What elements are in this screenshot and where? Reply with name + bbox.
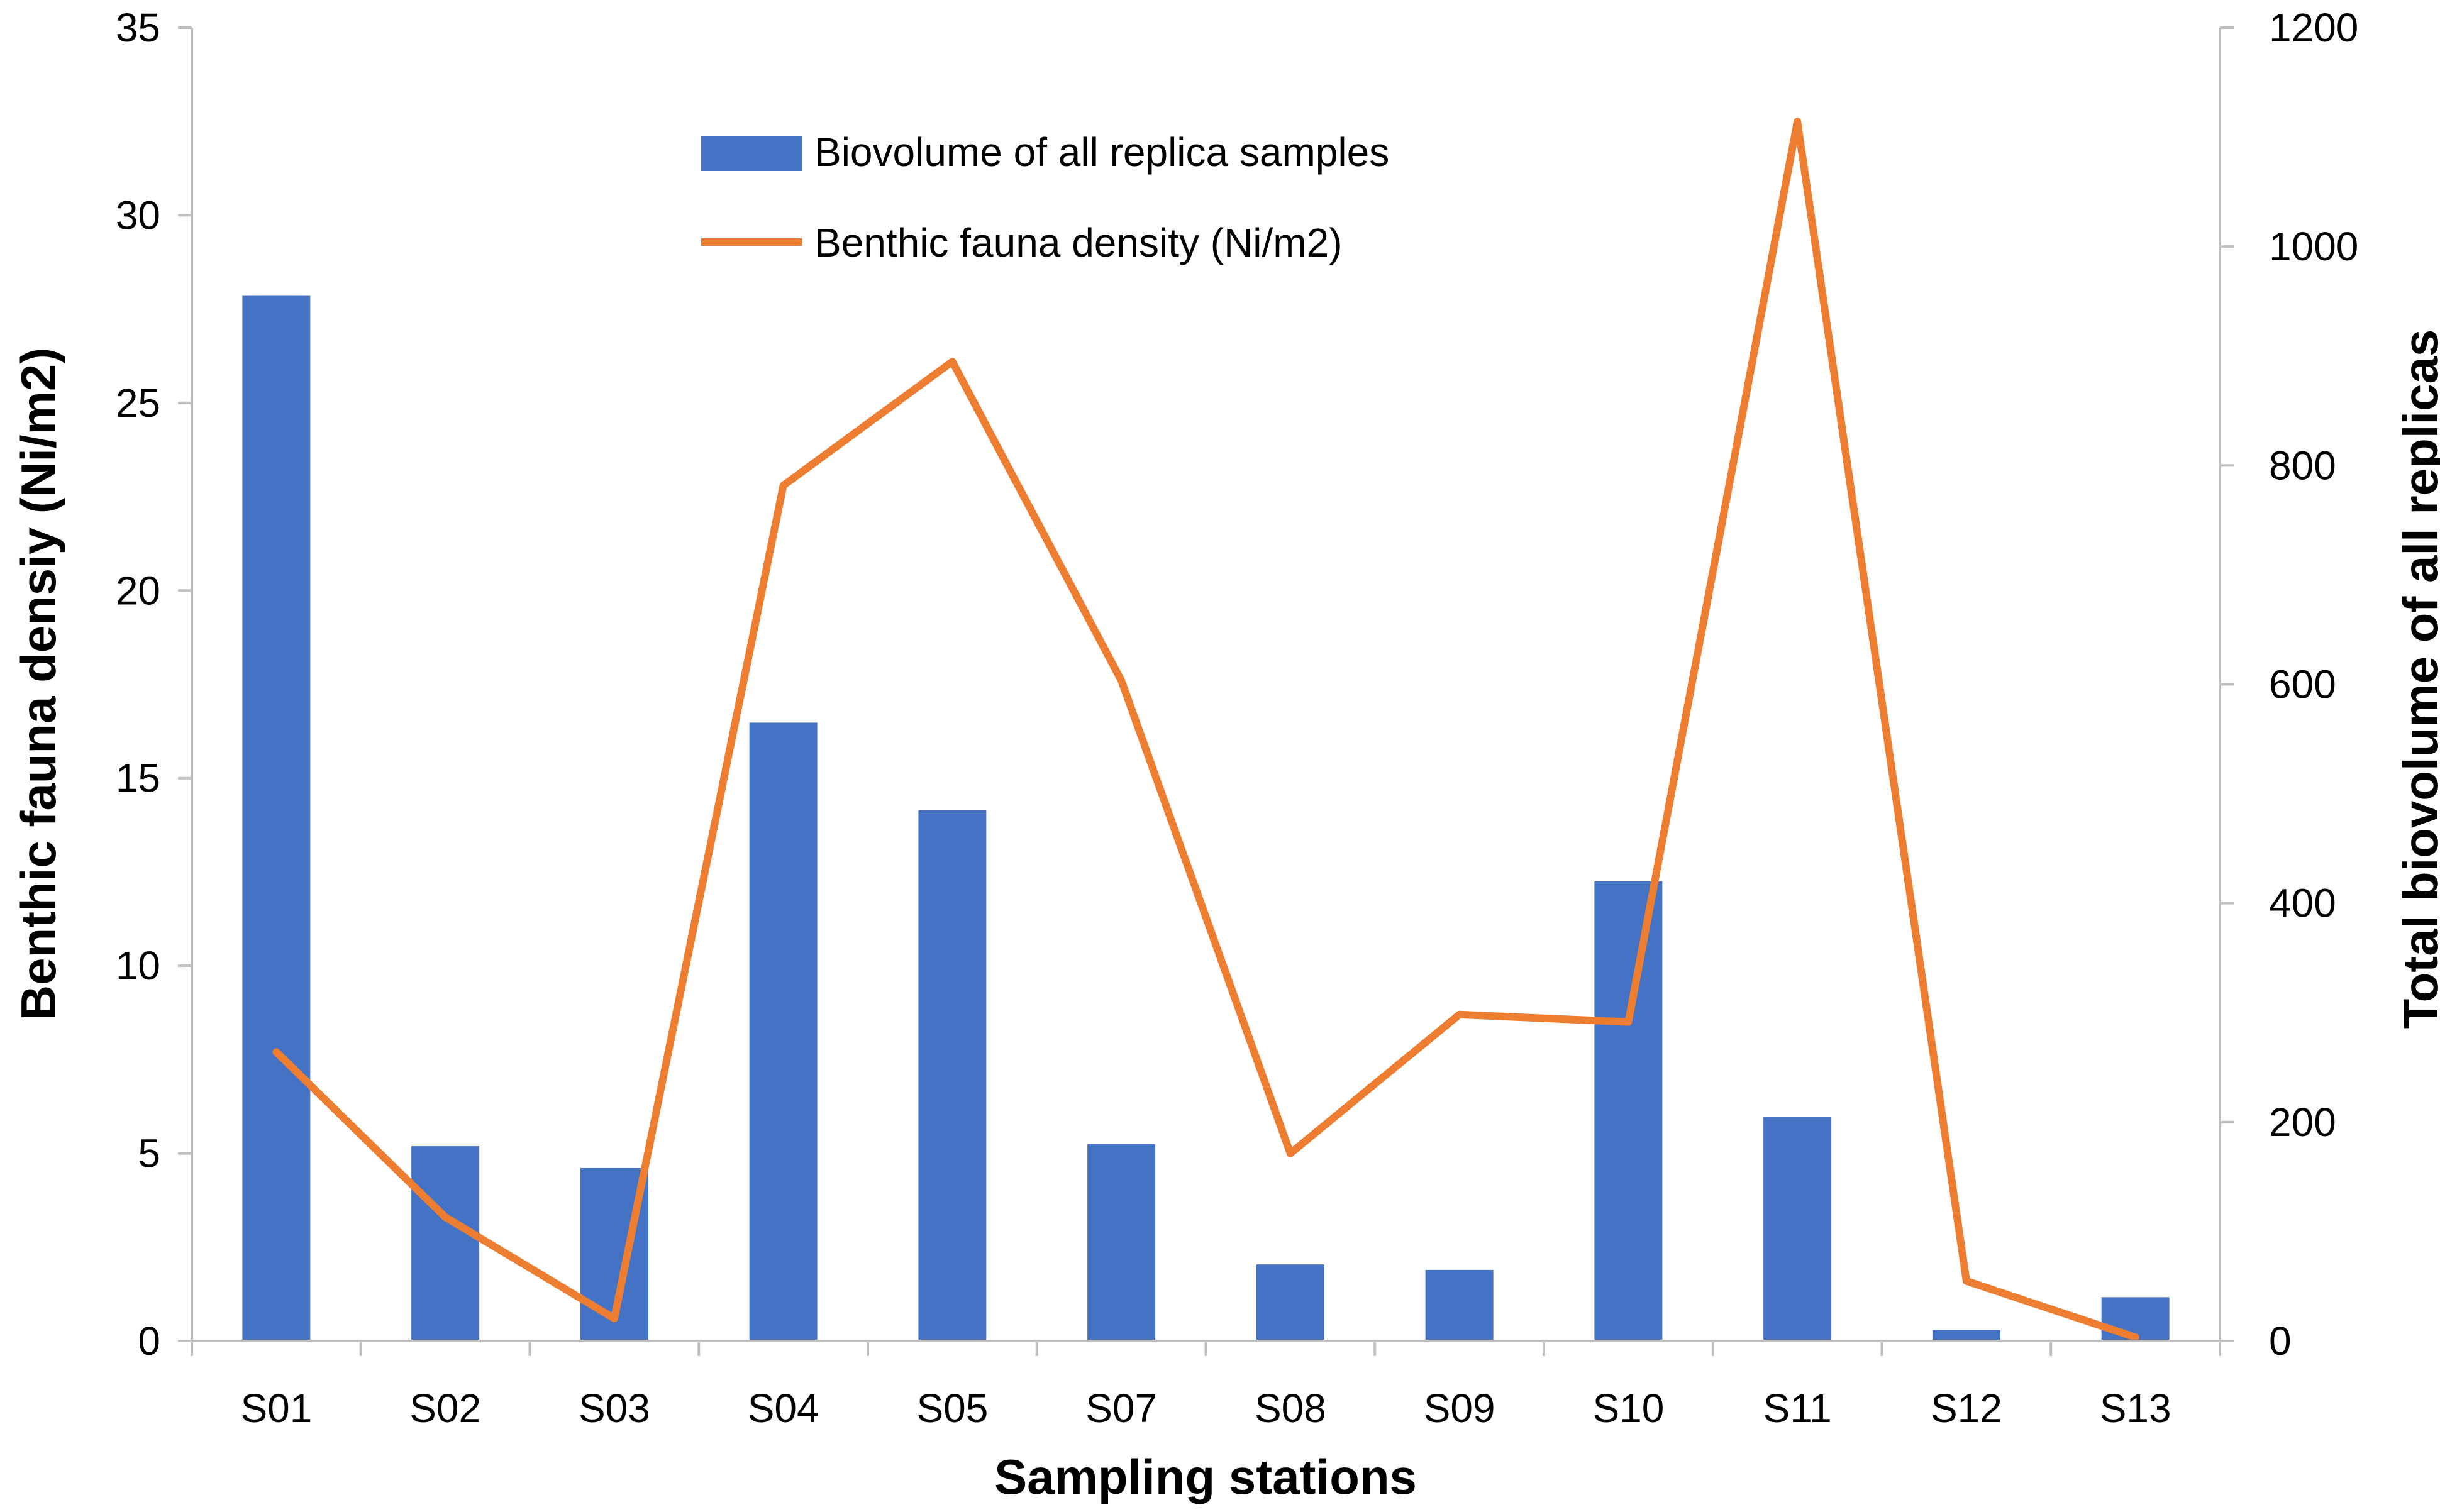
left-tick-label: 25 bbox=[116, 380, 160, 426]
bar-s11 bbox=[1763, 1117, 1832, 1341]
left-tick-label: 35 bbox=[116, 5, 160, 50]
right-tick-label: 200 bbox=[2269, 1100, 2336, 1145]
left-tick-label: 10 bbox=[116, 943, 160, 988]
density-point-s10 bbox=[1628, 1021, 1629, 1023]
x-tick-label: S02 bbox=[409, 1386, 481, 1431]
bar-s12 bbox=[1932, 1330, 2000, 1341]
right-tick-label: 1000 bbox=[2269, 224, 2358, 269]
bar-s01 bbox=[242, 295, 311, 1342]
tick-group bbox=[178, 26, 2234, 1356]
right-axis-title: Total biovolume of all replicas bbox=[2393, 329, 2440, 1029]
density-point-s09 bbox=[1458, 1013, 1460, 1015]
density-point-s07 bbox=[1121, 680, 1123, 682]
density-point-s08 bbox=[1289, 1152, 1291, 1154]
density-point-s13 bbox=[2134, 1337, 2136, 1338]
legend-bar-label: Biovolume of all replica samples bbox=[814, 130, 1389, 175]
density-point-s02 bbox=[445, 1217, 446, 1218]
x-tick-label: S09 bbox=[1424, 1386, 1495, 1431]
x-tick-label: S11 bbox=[1763, 1386, 1832, 1431]
density-point-s04 bbox=[782, 485, 784, 487]
legend-line-label: Benthic fauna density (Ni/m2) bbox=[814, 220, 1343, 265]
density-point-s03 bbox=[613, 1318, 615, 1320]
x-tick-label: S05 bbox=[916, 1386, 988, 1431]
left-axis-tick-labels: 0 5 10 15 20 25 30 35 bbox=[116, 5, 160, 1364]
x-tick-label: S07 bbox=[1085, 1386, 1157, 1431]
right-tick-label: 1200 bbox=[2269, 5, 2358, 50]
left-tick-label: 20 bbox=[116, 568, 160, 613]
density-point-s01 bbox=[275, 1051, 277, 1053]
right-axis-tick-labels: 0 200 400 600 800 1000 1200 bbox=[2269, 5, 2358, 1364]
right-tick-label: 0 bbox=[2269, 1318, 2292, 1364]
left-tick-label: 0 bbox=[138, 1318, 160, 1364]
density-line bbox=[272, 118, 2139, 1342]
bar-s05 bbox=[918, 810, 987, 1341]
legend: Biovolume of all replica samples Benthic… bbox=[701, 130, 1389, 265]
right-tick-label: 800 bbox=[2269, 443, 2336, 488]
x-tick-label: S01 bbox=[240, 1386, 312, 1431]
left-tick-label: 15 bbox=[116, 756, 160, 801]
bar-s07 bbox=[1087, 1144, 1156, 1341]
x-tick-label: S08 bbox=[1255, 1386, 1326, 1431]
bar-s08 bbox=[1256, 1264, 1324, 1341]
density-point-s11 bbox=[1797, 121, 1799, 123]
left-tick-label: 5 bbox=[138, 1131, 160, 1176]
x-tick-label: S10 bbox=[1592, 1386, 1664, 1431]
right-tick-label: 600 bbox=[2269, 662, 2336, 707]
x-tick-label: S13 bbox=[2100, 1386, 2171, 1431]
line-group bbox=[272, 118, 2139, 1342]
x-tick-label: S04 bbox=[748, 1386, 819, 1431]
x-tick-label: S03 bbox=[579, 1386, 650, 1431]
bars-group bbox=[242, 295, 2170, 1342]
left-axis-title: Benthic fauna densiy (Ni/m2) bbox=[11, 348, 66, 1021]
density-point-s05 bbox=[951, 361, 953, 363]
left-tick-label: 30 bbox=[116, 192, 160, 238]
legend-bar-swatch bbox=[701, 136, 802, 171]
x-tick-label: S12 bbox=[1931, 1386, 2002, 1431]
density-point-s12 bbox=[1965, 1280, 1967, 1282]
x-axis-tick-labels: S01 S02 S03 S04 S05 S07 S08 S09 S10 S11 S12 S13 bbox=[240, 1386, 2171, 1431]
x-axis-title: Sampling stations bbox=[994, 1449, 1417, 1504]
bar-s02 bbox=[411, 1146, 480, 1341]
bar-s04 bbox=[749, 722, 818, 1341]
bar-s10 bbox=[1594, 881, 1663, 1341]
right-tick-label: 400 bbox=[2269, 881, 2336, 926]
bar-s09 bbox=[1425, 1269, 1494, 1341]
